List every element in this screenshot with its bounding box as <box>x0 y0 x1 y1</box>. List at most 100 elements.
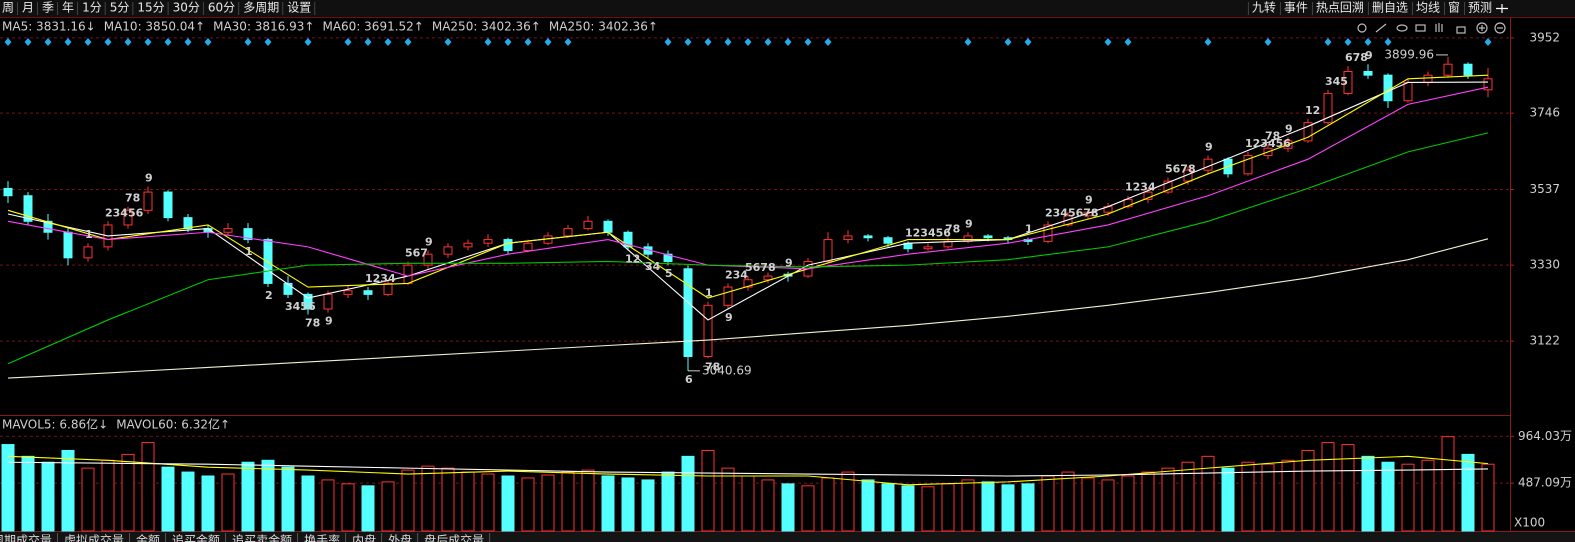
event-marker <box>204 38 212 46</box>
bottom-tab[interactable]: 周期成交量 <box>0 533 52 542</box>
candle-body <box>983 235 993 239</box>
toolbar-item[interactable]: 年 <box>62 1 74 15</box>
nine-turn-count: 1 <box>1025 223 1033 236</box>
icon-lock[interactable] <box>1456 26 1466 34</box>
ma-line <box>7 461 1489 477</box>
bottom-tab[interactable]: 外盘 <box>388 533 412 542</box>
toolbar-item[interactable]: 事件 <box>1284 1 1308 15</box>
icon-box[interactable] <box>1415 24 1426 32</box>
volume-bar <box>1441 436 1455 532</box>
volume-bar <box>1281 459 1295 532</box>
event-marker <box>124 38 132 46</box>
event-marker <box>684 38 692 46</box>
bottom-tab[interactable]: 追买卖金额 <box>232 533 292 542</box>
ma-line <box>7 74 1489 299</box>
icon-settings[interactable] <box>1357 23 1367 33</box>
bottom-tab[interactable]: 内盘 <box>352 533 376 542</box>
candle-body <box>263 239 273 284</box>
event-marker <box>484 38 492 46</box>
toolbar-item[interactable]: 均线 <box>1416 1 1440 15</box>
event-marker <box>84 38 92 46</box>
candle-body <box>523 242 533 252</box>
nine-turn-count: 9 <box>1365 49 1373 62</box>
icon-collapse[interactable] <box>1496 4 1508 13</box>
candle-body <box>1403 81 1413 102</box>
nine-turn-count: 1234 <box>1125 181 1156 194</box>
bottom-tab[interactable]: 追买金额 <box>172 533 220 542</box>
volume-bar <box>321 479 335 532</box>
ma-legend: MA250: 3402.36↑ <box>549 20 658 34</box>
volume-bar <box>1141 471 1155 532</box>
candle-body <box>183 217 193 230</box>
icon-eye[interactable] <box>1396 24 1408 32</box>
nine-turn-count: 2345678 <box>1045 206 1099 219</box>
candle-body <box>1463 63 1473 76</box>
bottom-tab[interactable]: 盘后成交量 <box>424 533 484 542</box>
volume-bar <box>41 461 55 532</box>
toolbar-item[interactable]: 热点回溯 <box>1316 0 1364 15</box>
candle-body <box>83 246 93 259</box>
volume-bar <box>1461 453 1475 532</box>
nine-turn-count: 1234 <box>365 272 396 285</box>
event-marker <box>724 38 732 46</box>
nine-turn-count: 678 <box>1345 51 1368 64</box>
candle-body <box>463 242 473 248</box>
toolbar-item[interactable]: 删自选 <box>1372 1 1408 15</box>
volume-bar <box>201 475 215 532</box>
event-marker <box>144 38 152 46</box>
toolbar-item[interactable]: 15分 <box>137 1 164 15</box>
y-tick-label: 3746 <box>1529 106 1560 120</box>
volume-bar <box>1341 444 1355 532</box>
toolbar-item[interactable]: 周 <box>2 1 14 15</box>
toolbar-item[interactable]: 季 <box>42 1 54 15</box>
toolbar-item[interactable]: 5分 <box>110 1 130 15</box>
toolbar <box>0 0 1575 17</box>
candle-body <box>763 275 773 281</box>
candle-body <box>843 235 853 241</box>
event-marker <box>404 38 412 46</box>
toolbar-item[interactable]: 60分 <box>208 1 235 15</box>
toolbar-item[interactable]: 1分 <box>82 1 102 15</box>
event-marker <box>1364 38 1372 46</box>
toolbar-item[interactable]: 预测 <box>1468 1 1492 15</box>
event-marker <box>24 38 32 46</box>
event-marker <box>504 38 512 46</box>
icon-hand[interactable] <box>1435 23 1443 32</box>
icon-zoom-out[interactable] <box>1494 22 1506 34</box>
toolbar-item[interactable]: 九转 <box>1252 0 1276 15</box>
nine-turn-count: 123456 <box>1245 137 1291 150</box>
toolbar-item[interactable]: 多周期 <box>243 1 279 15</box>
candle-body <box>3 187 13 197</box>
low-label: 3040.69 <box>702 363 752 377</box>
volume-bar <box>501 475 515 532</box>
volume-bar <box>881 483 895 532</box>
nine-turn-count: 9 <box>1205 141 1213 154</box>
bottom-tab[interactable]: 换手率 <box>304 533 340 542</box>
nine-turn-count: 9 <box>785 257 793 270</box>
volume-bar <box>401 469 415 532</box>
ma-line <box>7 455 1489 486</box>
event-marker <box>1104 38 1112 46</box>
toolbar-item[interactable]: 设置 <box>287 1 311 15</box>
icon-zoom-in[interactable] <box>1476 22 1488 34</box>
nine-turn-count: 9 <box>145 172 153 185</box>
toolbar-item[interactable]: 窗 <box>1448 1 1460 15</box>
volume-bar <box>281 466 295 532</box>
nine-turn-count: 78 <box>305 316 320 329</box>
event-marker <box>564 38 572 46</box>
toolbar-item[interactable]: 30分 <box>173 1 200 15</box>
volume-bar <box>21 455 35 532</box>
y-tick-label: 3537 <box>1529 182 1560 196</box>
volume-bar <box>341 483 355 532</box>
bottom-tab[interactable]: 金额 <box>136 533 160 542</box>
volume-bar <box>1161 467 1175 532</box>
toolbar-icons <box>1357 4 1508 34</box>
candle-body <box>63 231 73 259</box>
toolbar-item[interactable]: 月 <box>22 1 34 15</box>
bottom-tab[interactable]: 虚拟成交量 <box>64 533 124 542</box>
volume-bar <box>1121 475 1135 532</box>
volume-bar <box>121 453 135 532</box>
event-marker <box>664 38 672 46</box>
volume-bar <box>801 485 815 532</box>
icon-draw[interactable] <box>1375 23 1387 33</box>
